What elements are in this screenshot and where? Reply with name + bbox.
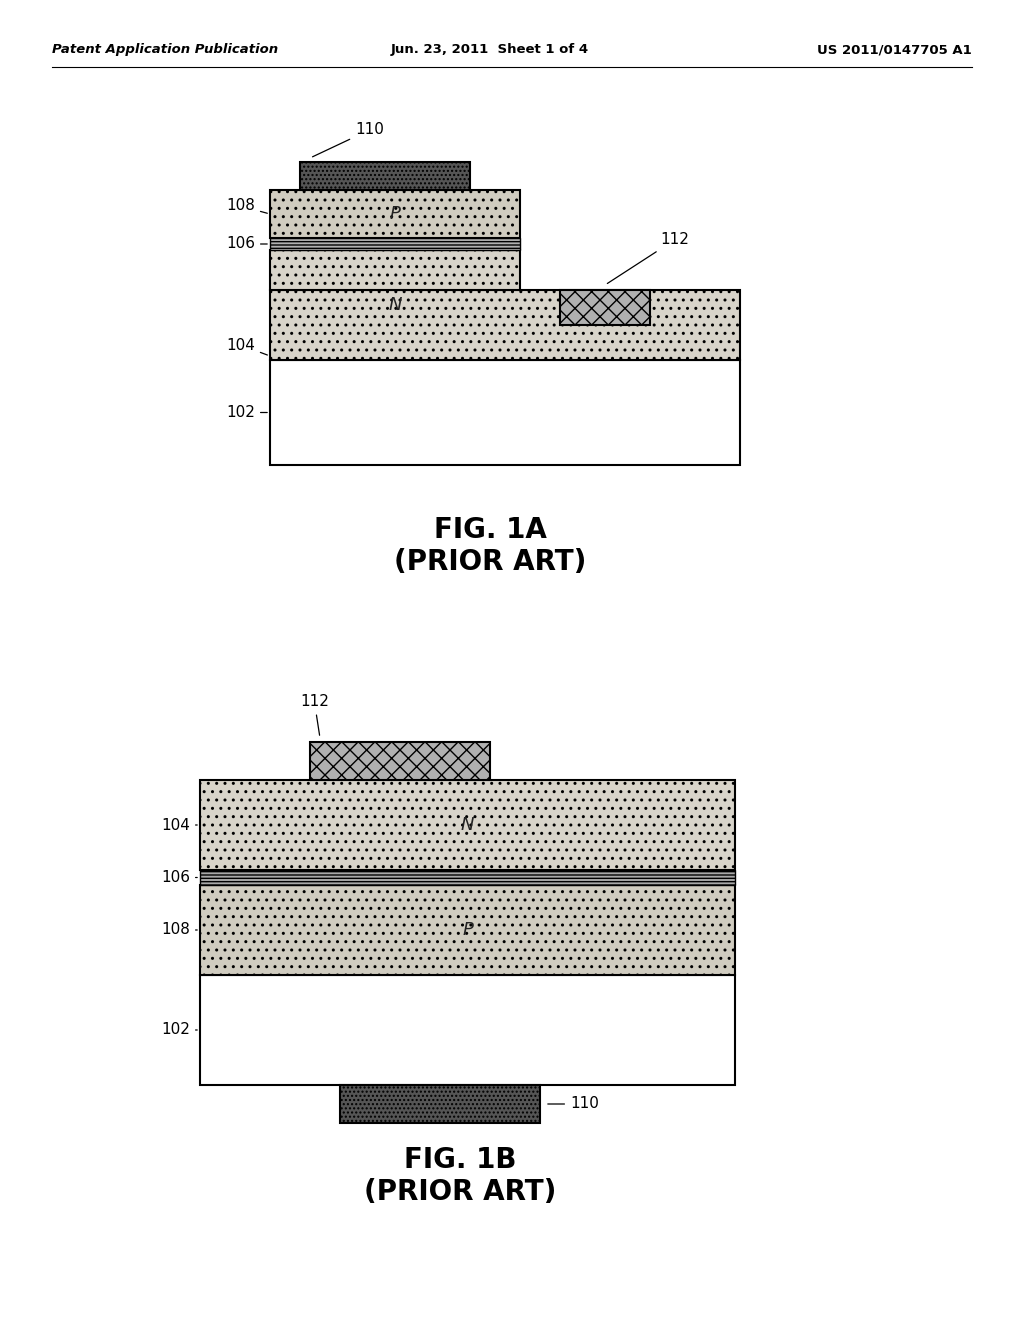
- Bar: [270, 238, 520, 249]
- Bar: [560, 290, 650, 325]
- Text: (PRIOR ART): (PRIOR ART): [364, 1177, 556, 1206]
- Text: 112: 112: [300, 694, 329, 735]
- Bar: [270, 249, 520, 290]
- Text: N: N: [388, 296, 401, 314]
- Bar: [200, 780, 735, 870]
- Text: 106: 106: [161, 870, 198, 884]
- Text: Patent Application Publication: Patent Application Publication: [52, 44, 279, 57]
- Text: 110: 110: [548, 1097, 599, 1111]
- Bar: [200, 975, 735, 1085]
- Bar: [270, 290, 740, 360]
- Text: 110: 110: [312, 123, 384, 157]
- Bar: [310, 742, 490, 780]
- Text: N: N: [461, 816, 474, 834]
- Text: Jun. 23, 2011  Sheet 1 of 4: Jun. 23, 2011 Sheet 1 of 4: [391, 44, 589, 57]
- Text: 108: 108: [161, 923, 198, 937]
- Bar: [200, 884, 735, 975]
- Bar: [200, 870, 735, 884]
- Text: 102: 102: [161, 1023, 198, 1038]
- Bar: [340, 1085, 540, 1123]
- Bar: [300, 162, 470, 190]
- Text: 112: 112: [607, 232, 689, 284]
- Text: FIG. 1A: FIG. 1A: [433, 516, 547, 544]
- Text: 106: 106: [226, 236, 267, 252]
- Text: 104: 104: [161, 817, 198, 833]
- Text: (PRIOR ART): (PRIOR ART): [394, 548, 586, 576]
- Bar: [270, 360, 740, 465]
- Bar: [270, 190, 520, 238]
- Text: 102: 102: [226, 405, 267, 420]
- Text: FIG. 1B: FIG. 1B: [403, 1146, 516, 1173]
- Text: P: P: [462, 921, 473, 939]
- Text: P: P: [389, 205, 400, 223]
- Text: 108: 108: [226, 198, 267, 214]
- Text: 104: 104: [226, 338, 267, 355]
- Text: US 2011/0147705 A1: US 2011/0147705 A1: [817, 44, 972, 57]
